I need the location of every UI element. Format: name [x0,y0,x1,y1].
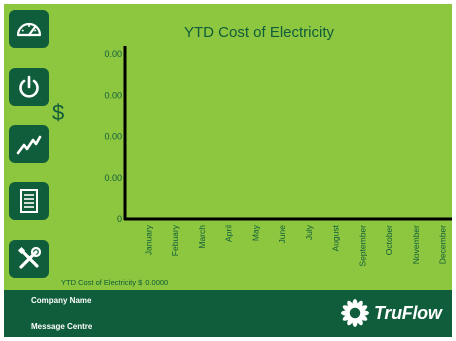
power-icon [19,75,39,98]
nav-reports-button[interactable] [9,182,49,220]
y-tick-label: 0.00 [104,173,122,183]
trend-screen: YTD Cost of Electricity $ 0 0.00 0.00 0.00 0… [4,4,452,337]
flower-logo-icon [341,299,369,327]
y-tick-label: 0 [117,214,122,224]
message-centre: Message Centre [31,322,93,331]
y-tick-label: 0.00 [104,90,122,100]
tools-icon [17,246,42,269]
y-tick-label: 0.00 [104,49,122,59]
nav-trend-button[interactable] [9,125,49,163]
nav-power-button[interactable] [9,68,49,106]
brand-logo: TruFlow [340,298,442,328]
document-icon [20,189,38,213]
y-tick-labels: 0 0.00 0.00 0.00 0.00 [104,49,122,224]
speedometer-icon [16,22,42,37]
x-tick-label: June [277,225,287,244]
ytd-summary-label: YTD Cost of Electricity $ [61,278,143,287]
x-tick-label: March [197,225,207,249]
trend-graph-icon [16,135,42,155]
ytd-summary: YTD Cost of Electricity $0.0000 [61,278,171,287]
x-tick-label: December [438,225,448,264]
cost-chart: 0 0.00 0.00 0.00 0.00 January Febuary March Apr… [104,46,452,267]
y-axis-unit: $ [52,100,65,125]
nav-dashboard-button[interactable] [9,10,49,48]
x-tick-label: April [224,225,234,242]
ytd-summary-value: 0.0000 [145,278,169,287]
x-tick-label: August [331,224,341,251]
y-tick-label: 0.00 [104,132,122,142]
x-tick-label: January [143,224,153,255]
x-tick-label: Febuary [170,224,180,256]
x-tick-label: July [304,224,314,240]
brand-name: TruFlow [374,302,442,323]
x-tick-label: October [384,225,394,255]
x-tick-labels: January Febuary March April May June July Augus… [143,224,447,266]
x-tick-label: September [357,225,367,267]
nav-settings-button[interactable] [9,240,49,278]
chart-title: YTD Cost of Electricity [183,24,335,41]
x-tick-label: November [411,225,421,264]
x-tick-label: May [250,224,260,241]
footer: Company Name Message Centre TruFlow [4,290,452,337]
company-name: Company Name [31,296,92,305]
